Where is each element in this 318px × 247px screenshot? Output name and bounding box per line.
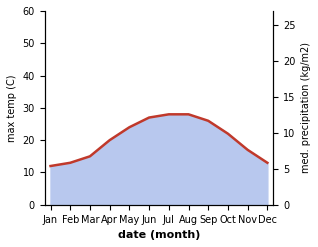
Y-axis label: max temp (C): max temp (C) bbox=[7, 74, 17, 142]
Y-axis label: med. precipitation (kg/m2): med. precipitation (kg/m2) bbox=[301, 42, 311, 173]
X-axis label: date (month): date (month) bbox=[118, 230, 200, 240]
